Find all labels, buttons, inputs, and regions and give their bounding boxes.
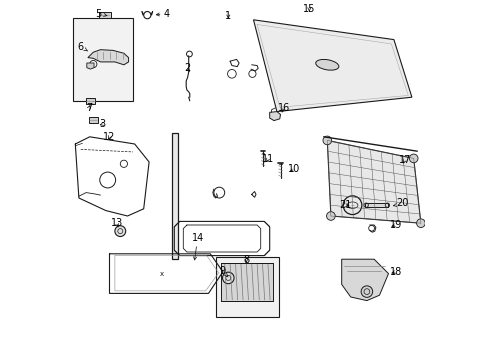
Text: 14: 14 (191, 233, 203, 260)
Text: 15: 15 (303, 4, 315, 14)
Text: 20: 20 (393, 198, 408, 208)
Polygon shape (341, 259, 387, 301)
Ellipse shape (315, 59, 338, 70)
Text: 12: 12 (103, 132, 116, 142)
Text: 13: 13 (110, 218, 122, 228)
Polygon shape (88, 50, 128, 65)
Text: 11: 11 (261, 154, 273, 164)
Polygon shape (221, 263, 273, 301)
Bar (88, 117, 98, 123)
Circle shape (361, 286, 372, 297)
Text: 19: 19 (389, 220, 401, 230)
Circle shape (408, 154, 417, 163)
Text: 2: 2 (183, 63, 190, 73)
Circle shape (115, 226, 125, 237)
Circle shape (416, 219, 425, 228)
Text: 5: 5 (95, 9, 107, 19)
Text: 17: 17 (398, 155, 410, 165)
Text: 1: 1 (225, 11, 231, 21)
Bar (73, 18, 133, 101)
Circle shape (343, 196, 361, 215)
Polygon shape (326, 140, 420, 223)
Bar (215, 257, 278, 317)
Bar (172, 133, 178, 259)
Text: 8: 8 (243, 255, 249, 265)
Bar (365, 203, 387, 207)
Polygon shape (253, 20, 411, 112)
Text: 9: 9 (219, 266, 227, 277)
Text: 18: 18 (389, 267, 401, 277)
Text: 4: 4 (156, 9, 170, 19)
Circle shape (322, 136, 331, 145)
Circle shape (222, 272, 234, 284)
Text: 21: 21 (338, 200, 351, 210)
Text: 7: 7 (86, 103, 92, 113)
Polygon shape (87, 63, 94, 69)
Text: 10: 10 (287, 164, 300, 174)
Polygon shape (269, 112, 280, 121)
Text: 3: 3 (99, 119, 105, 129)
Text: 6: 6 (78, 42, 87, 52)
Text: 16: 16 (277, 103, 290, 113)
Bar (86, 98, 95, 104)
Circle shape (326, 212, 335, 220)
Bar (99, 12, 110, 18)
Text: x: x (159, 271, 163, 277)
